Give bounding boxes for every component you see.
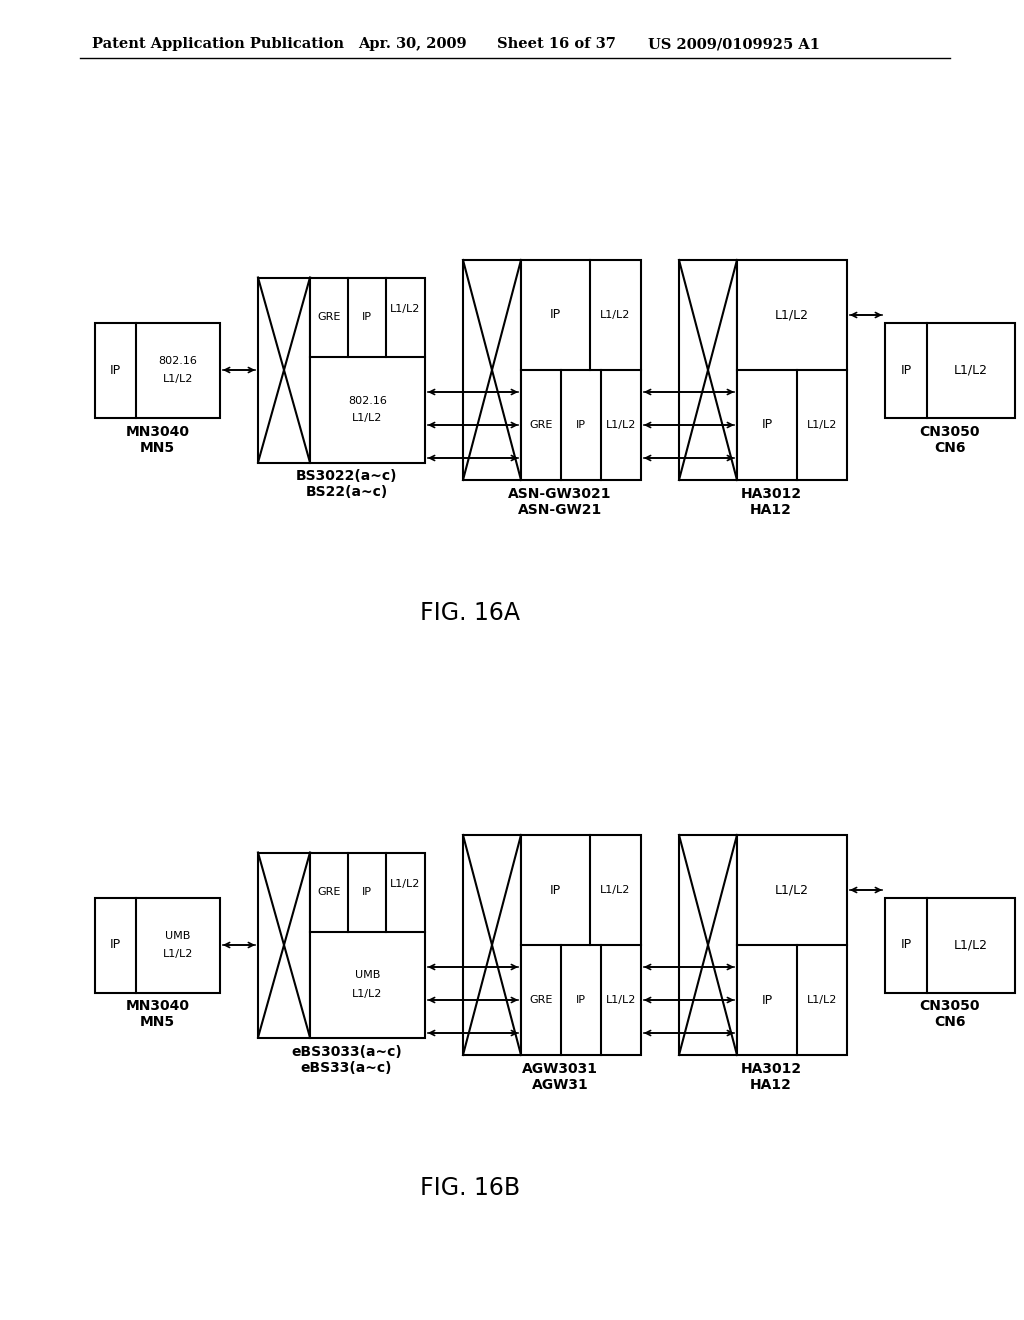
Text: IP: IP: [762, 418, 772, 432]
Text: L1/L2: L1/L2: [352, 989, 383, 998]
Text: L1/L2: L1/L2: [807, 995, 838, 1005]
Text: CN3050: CN3050: [920, 425, 980, 438]
Text: GRE: GRE: [317, 312, 341, 322]
Text: HA3012: HA3012: [740, 1063, 802, 1076]
Text: AGW3031: AGW3031: [522, 1063, 598, 1076]
Bar: [310, 853, 425, 1038]
Bar: [521, 260, 641, 480]
Bar: [95, 322, 220, 417]
Text: HA3012: HA3012: [740, 487, 802, 502]
Text: IP: IP: [110, 939, 121, 952]
Text: UMB: UMB: [165, 931, 190, 941]
Text: CN6: CN6: [934, 1015, 966, 1030]
Text: MN3040: MN3040: [126, 999, 189, 1014]
Text: MN3040: MN3040: [126, 425, 189, 438]
Bar: [463, 836, 521, 1055]
Text: IP: IP: [362, 887, 372, 898]
Text: L1/L2: L1/L2: [606, 995, 636, 1005]
Text: L1/L2: L1/L2: [390, 879, 421, 888]
Text: Patent Application Publication: Patent Application Publication: [92, 37, 344, 51]
Text: L1/L2: L1/L2: [775, 309, 809, 322]
Text: IP: IP: [900, 363, 911, 376]
Text: IP: IP: [550, 309, 561, 322]
Bar: [463, 260, 521, 480]
Text: L1/L2: L1/L2: [163, 374, 194, 384]
Text: IP: IP: [575, 420, 586, 430]
Bar: [310, 277, 425, 462]
Text: L1/L2: L1/L2: [600, 884, 631, 895]
Text: HA12: HA12: [750, 1078, 792, 1092]
Bar: [521, 836, 641, 1055]
Text: FIG. 16A: FIG. 16A: [420, 601, 520, 624]
Text: CN6: CN6: [934, 441, 966, 454]
Bar: [258, 277, 310, 462]
Text: ASN-GW21: ASN-GW21: [518, 503, 602, 517]
Text: L1/L2: L1/L2: [600, 310, 631, 319]
Text: L1/L2: L1/L2: [954, 939, 988, 952]
Text: IP: IP: [575, 995, 586, 1005]
Bar: [95, 898, 220, 993]
Text: IP: IP: [550, 883, 561, 896]
Text: L1/L2: L1/L2: [954, 363, 988, 376]
Text: MN5: MN5: [140, 1015, 175, 1030]
Text: US 2009/0109925 A1: US 2009/0109925 A1: [648, 37, 820, 51]
Text: UMB: UMB: [354, 970, 380, 981]
Text: Apr. 30, 2009: Apr. 30, 2009: [358, 37, 467, 51]
Text: L1/L2: L1/L2: [807, 420, 838, 430]
Text: Sheet 16 of 37: Sheet 16 of 37: [497, 37, 615, 51]
Text: 802.16: 802.16: [159, 356, 198, 366]
Text: MN5: MN5: [140, 441, 175, 454]
Text: ASN-GW3021: ASN-GW3021: [508, 487, 611, 502]
Text: IP: IP: [110, 363, 121, 376]
Text: IP: IP: [762, 994, 772, 1006]
Text: FIG. 16B: FIG. 16B: [420, 1176, 520, 1200]
Text: CN3050: CN3050: [920, 999, 980, 1014]
Bar: [679, 836, 737, 1055]
Text: L1/L2: L1/L2: [352, 413, 383, 424]
Text: GRE: GRE: [529, 995, 553, 1005]
Bar: [885, 898, 1015, 993]
Text: AGW31: AGW31: [531, 1078, 589, 1092]
Text: L1/L2: L1/L2: [390, 304, 421, 314]
Bar: [258, 853, 310, 1038]
Text: L1/L2: L1/L2: [606, 420, 636, 430]
Text: BS3022(a~c): BS3022(a~c): [296, 470, 397, 483]
Text: HA12: HA12: [750, 503, 792, 517]
Text: IP: IP: [362, 312, 372, 322]
Bar: [737, 836, 847, 1055]
Bar: [885, 322, 1015, 417]
Text: eBS3033(a~c): eBS3033(a~c): [291, 1044, 401, 1059]
Bar: [679, 260, 737, 480]
Text: BS22(a~c): BS22(a~c): [305, 486, 388, 499]
Text: GRE: GRE: [529, 420, 553, 430]
Text: 802.16: 802.16: [348, 396, 387, 405]
Bar: [737, 260, 847, 480]
Text: L1/L2: L1/L2: [163, 949, 194, 960]
Text: eBS33(a~c): eBS33(a~c): [301, 1060, 392, 1074]
Text: L1/L2: L1/L2: [775, 883, 809, 896]
Text: GRE: GRE: [317, 887, 341, 898]
Text: IP: IP: [900, 939, 911, 952]
